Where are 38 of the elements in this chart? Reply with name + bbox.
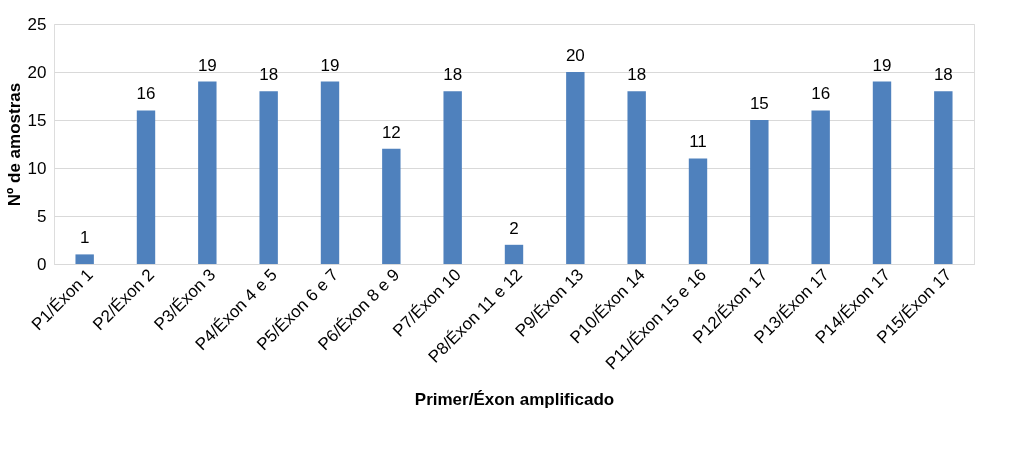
y-tick-label: 25	[27, 14, 47, 34]
bar	[688, 158, 708, 264]
data-label: 1	[79, 228, 90, 248]
data-label: 20	[565, 46, 585, 65]
y-tick-label: 0	[37, 254, 47, 274]
data-label: 18	[443, 65, 463, 85]
bar	[934, 91, 953, 264]
data-label: 16	[811, 84, 831, 104]
y-tick-label: 5	[37, 206, 47, 226]
x-axis-title: Primer/Éxon amplificado	[414, 390, 615, 410]
bar	[811, 110, 830, 264]
bar	[198, 81, 217, 264]
data-label: 19	[320, 55, 340, 75]
data-label: 19	[872, 55, 892, 75]
y-axis-title: Nº de amostras	[4, 82, 24, 207]
bar	[320, 81, 340, 264]
y-tick-label: 10	[27, 158, 47, 178]
data-label: 18	[627, 65, 647, 85]
bar	[750, 120, 769, 264]
data-label: 16	[136, 84, 156, 104]
bar	[75, 254, 94, 264]
bar	[872, 81, 892, 264]
data-label: 11	[689, 132, 707, 152]
bar	[566, 72, 585, 264]
data-label: 18	[933, 65, 953, 85]
data-label: 12	[381, 122, 401, 142]
bar	[627, 91, 646, 264]
data-label: 2	[509, 218, 519, 238]
bar	[382, 148, 401, 264]
bar	[136, 110, 156, 264]
y-tick-label: 15	[27, 110, 47, 130]
data-label: 18	[259, 65, 279, 85]
data-label: 19	[197, 55, 217, 75]
data-label: 15	[749, 94, 769, 113]
y-tick-label: 20	[27, 62, 47, 82]
bar	[504, 244, 524, 264]
bar	[443, 91, 462, 264]
bar	[259, 91, 278, 264]
